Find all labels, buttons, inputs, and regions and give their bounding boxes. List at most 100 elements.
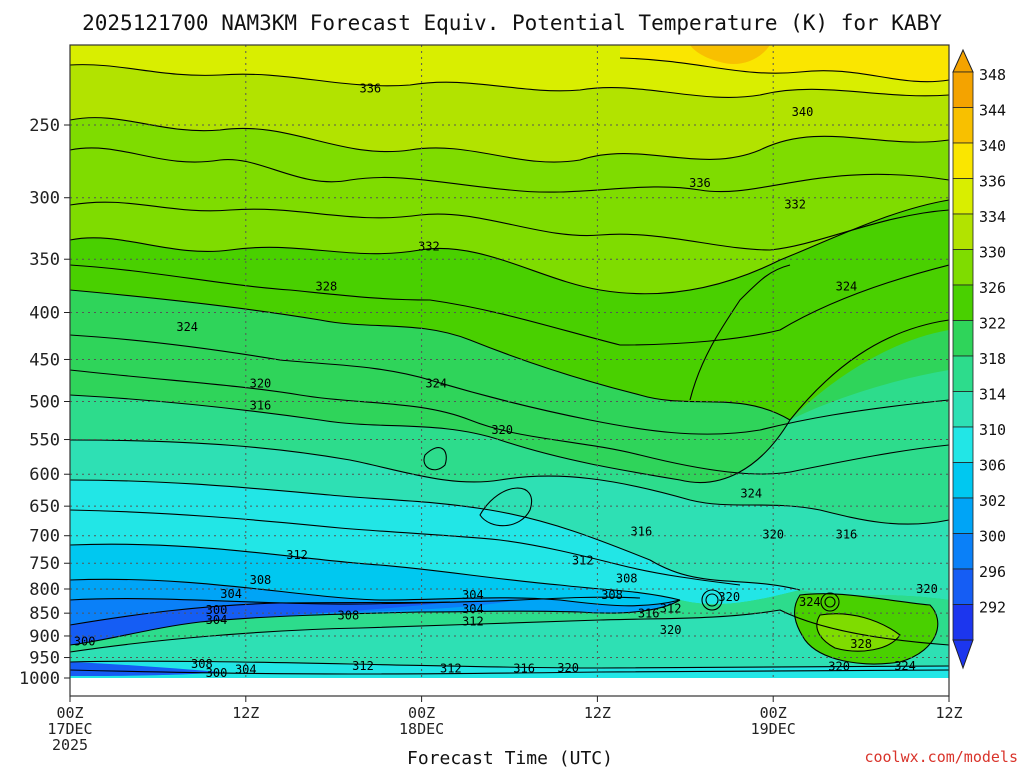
x-tick-label: 12Z: [935, 704, 962, 722]
colorbar: 348 344 340 336 334 330 326 322 318 314 310 306 302 3…: [952, 48, 1006, 670]
x-tick-label: 19DEC: [751, 720, 796, 738]
contour-label: 308: [601, 588, 623, 602]
contour-label: 304: [220, 587, 242, 601]
colorbar-swatch: [952, 568, 974, 605]
contour-label: 320: [660, 623, 682, 637]
colorbar-arrow-top: [952, 48, 974, 73]
colorbar-label: 302: [979, 492, 1006, 510]
contour-label: 320: [491, 423, 513, 437]
colorbar-swatch: [952, 320, 974, 357]
contour-label: 316: [836, 528, 858, 542]
y-tick-label: 350: [29, 250, 60, 270]
contour-label: 312: [572, 554, 594, 568]
x-tick-label: 2025: [52, 736, 88, 754]
colorbar-label: 314: [979, 386, 1006, 404]
x-axis-label: Forecast Time (UTC): [407, 748, 613, 768]
credit-link[interactable]: coolwx.com/models: [864, 748, 1018, 766]
colorbar-swatch: [952, 462, 974, 499]
colorbar-swatch: [952, 107, 974, 144]
contour-label: 304: [235, 663, 257, 677]
y-tick-label: 850: [29, 604, 60, 624]
contour-label: 328: [850, 637, 872, 651]
colorbar-swatch: [952, 213, 974, 250]
colorbar-label: 330: [979, 244, 1006, 262]
chart-title: 2025121700 NAM3KM Forecast Equiv. Potent…: [82, 11, 942, 35]
contour-label: 324: [176, 320, 198, 334]
colorbar-swatch: [952, 497, 974, 534]
contour-label: 300: [206, 666, 228, 680]
plot-frame: [69, 44, 950, 697]
contour-label: 320: [557, 661, 579, 675]
contour-label: 332: [784, 197, 806, 211]
contour-label: 312: [660, 601, 682, 615]
x-tick-label: 18DEC: [399, 720, 444, 738]
x-tick-label: 00Z: [56, 704, 83, 722]
y-tick-label: 550: [29, 431, 60, 451]
contour-label: 320: [718, 590, 740, 604]
y-tick-label: 400: [29, 303, 60, 323]
x-tick-label: 00Z: [760, 704, 787, 722]
y-tick-label: 700: [29, 527, 60, 547]
contour-label: 316: [513, 662, 535, 676]
contour-label: 304: [462, 602, 484, 616]
colorbar-swatch: [952, 355, 974, 392]
colorbar-label: 334: [979, 208, 1006, 226]
contour-label: 300: [206, 603, 228, 617]
colorbar-swatch: [952, 178, 974, 215]
y-tick-label: 600: [29, 465, 60, 485]
contour-label: 316: [638, 607, 660, 621]
contour-label: 312: [440, 662, 462, 676]
contour-label: 324: [799, 595, 821, 609]
y-tick-label: 250: [29, 116, 60, 136]
y-tick-label: 500: [29, 393, 60, 413]
contour-label: 336: [689, 176, 711, 190]
contour-label: 304: [462, 588, 484, 602]
colorbar-label: 292: [979, 599, 1006, 617]
contour-label: 324: [740, 487, 762, 501]
y-tick-label: 300: [29, 189, 60, 209]
contour-label: 308: [250, 573, 272, 587]
colorbar-swatch: [952, 426, 974, 463]
contour-label: 308: [616, 571, 638, 585]
colorbar-label: 322: [979, 315, 1006, 333]
colorbar-swatch: [952, 142, 974, 179]
colorbar-label: 310: [979, 421, 1006, 439]
contour-label: 312: [286, 548, 308, 562]
contour-label: 312: [352, 659, 374, 673]
x-tick-label: 12Z: [584, 704, 611, 722]
colorbar-label: 344: [979, 102, 1006, 120]
colorbar-label: 348: [979, 66, 1006, 84]
colorbar-label: 318: [979, 350, 1006, 368]
contour-label: 308: [338, 609, 360, 623]
colorbar-swatch: [952, 391, 974, 428]
colorbar-swatch: [952, 533, 974, 570]
colorbar-swatch: [952, 249, 974, 286]
contour-lines: [70, 57, 949, 675]
contour-label: 304: [206, 613, 228, 627]
contour-label: 308: [191, 657, 213, 671]
contour-label: 316: [250, 398, 272, 412]
y-tick-label: 750: [29, 554, 60, 574]
contour-label: 336: [359, 81, 381, 95]
contour-label: 324: [836, 280, 858, 294]
x-tick-label: 17DEC: [47, 720, 92, 738]
y-tick-label: 950: [29, 649, 60, 669]
contour-label: 328: [316, 280, 338, 294]
colorbar-label: 306: [979, 457, 1006, 475]
y-axis: 250 300 350 400 450 500 550 600 650 700 750 800 850 9…: [19, 116, 70, 689]
colorbar-label: 336: [979, 173, 1006, 191]
y-tick-label: 800: [29, 580, 60, 600]
colorbar-swatch: [952, 284, 974, 321]
contour-label: 320: [762, 528, 784, 542]
contour-label: 320: [916, 582, 938, 596]
colorbar-arrow-bottom: [952, 639, 974, 670]
colorbar-label: 326: [979, 279, 1006, 297]
x-tick-label: 00Z: [408, 704, 435, 722]
contour-label: 320: [828, 660, 850, 674]
colorbar-swatch: [952, 604, 974, 641]
contour-label: 316: [631, 525, 653, 539]
contour-label: 312: [462, 615, 484, 629]
